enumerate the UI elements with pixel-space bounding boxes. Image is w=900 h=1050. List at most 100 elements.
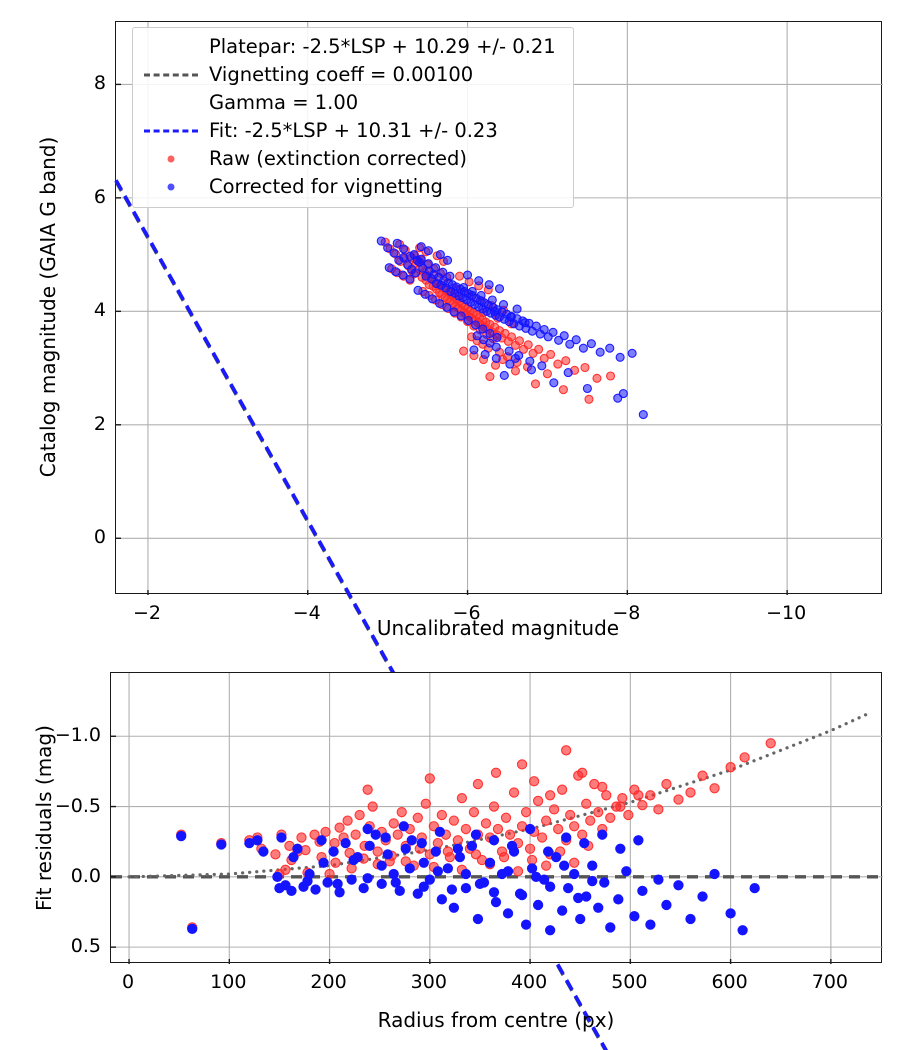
scatter-point: [458, 282, 469, 293]
scatter-point: [324, 868, 335, 880]
scatter-point: [528, 776, 540, 787]
scatter-point: [488, 887, 500, 898]
x-tick-label: −2: [132, 602, 161, 624]
scatter-point: [584, 394, 594, 404]
scatter-point: [637, 885, 648, 897]
scatter-point: [431, 263, 441, 273]
scatter-point: [490, 306, 500, 316]
scatter-point: [488, 801, 500, 812]
scatter-point: [443, 255, 453, 265]
scatter-point: [593, 902, 604, 913]
scatter-point: [494, 284, 505, 294]
y-tick-label: 2: [93, 412, 106, 435]
scatter-point: [569, 868, 580, 880]
scatter-point: [553, 823, 564, 835]
scatter-point: [749, 882, 760, 894]
scatter-point: [420, 798, 431, 809]
scatter-point: [470, 849, 482, 860]
scatter-point: [346, 874, 357, 885]
scatter-point: [563, 882, 574, 894]
legend-dashed-gray-line-icon: [142, 61, 200, 89]
scatter-point: [520, 318, 530, 328]
scatter-point: [505, 359, 515, 369]
scatter-point: [310, 884, 321, 895]
scatter-point: [685, 787, 696, 798]
residuals-plot-canvas: [111, 673, 883, 964]
x-tick-label: 100: [210, 971, 247, 993]
scatter-point: [400, 843, 411, 854]
scatter-point: [577, 767, 588, 778]
scatter-point: [322, 877, 333, 888]
scatter-point: [536, 832, 548, 843]
residuals-plot-frame: [110, 672, 883, 964]
scatter-point: [606, 371, 616, 381]
scatter-point: [569, 821, 580, 832]
scatter-point: [557, 905, 568, 916]
scatter-point: [502, 908, 514, 919]
scatter-point: [633, 835, 644, 846]
scatter-point: [448, 902, 460, 913]
scatter-point: [474, 878, 486, 890]
scatter-point: [490, 896, 502, 908]
scatter-point: [272, 871, 283, 882]
scatter-point: [376, 860, 387, 871]
scatter-series: [176, 821, 760, 936]
scatter-point: [540, 815, 552, 826]
scatter-point: [599, 877, 610, 888]
calibration-legend: Platepar: -2.5*LSP + 10.29 +/- 0.21 Vigne…: [132, 27, 574, 208]
scatter-point: [376, 236, 386, 246]
scatter-point: [586, 339, 596, 349]
scatter-point: [510, 366, 521, 376]
scatter-point: [645, 790, 656, 801]
scatter-point: [673, 880, 684, 891]
scatter-point: [498, 852, 510, 863]
scatter-point: [506, 840, 518, 852]
scatter-point: [512, 304, 522, 314]
scatter-point: [302, 875, 313, 887]
scatter-point: [474, 276, 484, 286]
scatter-point: [653, 804, 664, 815]
scatter-point: [484, 280, 494, 290]
scatter-point: [442, 863, 454, 874]
scatter-point: [516, 889, 528, 901]
legend-entry-label: Raw (extinction corrected): [209, 147, 467, 171]
scatter-point: [480, 818, 492, 829]
scatter-point: [544, 881, 556, 892]
scatter-point: [187, 923, 198, 935]
scatter-point: [420, 289, 430, 299]
scatter-point: [557, 784, 568, 795]
scatter-point: [582, 383, 592, 394]
scatter-point: [276, 832, 287, 843]
scatter-point: [430, 846, 441, 857]
scatter-point: [765, 738, 776, 749]
scatter-point: [526, 365, 537, 375]
scatter-point: [709, 868, 720, 880]
scatter-point: [540, 860, 552, 871]
scatter-point: [413, 285, 423, 295]
scatter-point: [615, 801, 626, 812]
scatter-point: [502, 866, 514, 877]
scatter-point: [548, 327, 558, 337]
scatter-point: [329, 837, 340, 849]
scatter-point: [452, 835, 464, 846]
scatter-point: [550, 852, 562, 863]
residuals-x-axis-label: Radius from centre (px): [377, 1008, 615, 1032]
x-tick-label: −10: [766, 602, 807, 624]
scatter-point: [342, 815, 353, 826]
scatter-point: [468, 807, 480, 818]
legend-entry-label: Corrected for vignetting: [209, 175, 443, 199]
scatter-point: [526, 854, 538, 866]
scatter-point: [449, 307, 459, 317]
scatter-point: [549, 378, 559, 388]
scatter-point: [463, 315, 473, 325]
scatter-point: [334, 822, 345, 833]
legend-entry: Raw (extinction corrected): [142, 145, 564, 173]
scatter-point: [573, 892, 584, 904]
scatter-point: [524, 843, 536, 854]
scatter-point: [467, 286, 477, 297]
y-tick-label: 8: [93, 72, 106, 95]
scatter-point: [398, 270, 408, 280]
scatter-point: [330, 857, 341, 868]
scatter-point: [500, 812, 512, 823]
